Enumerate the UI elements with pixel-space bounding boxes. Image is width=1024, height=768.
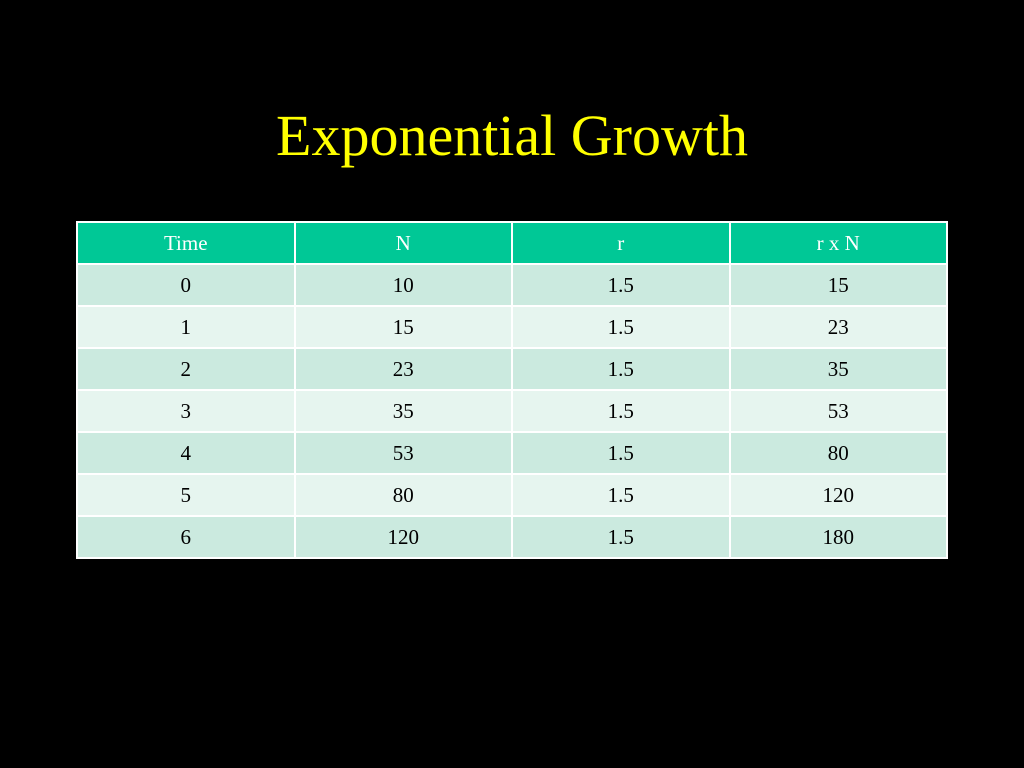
cell-time: 3 xyxy=(76,390,296,433)
header-row: Time N r r x N xyxy=(76,221,948,265)
table-header: Time N r r x N xyxy=(76,221,948,265)
cell-r: 1.5 xyxy=(512,348,731,391)
cell-time: 6 xyxy=(76,516,296,559)
cell-r-x-n: 23 xyxy=(729,306,948,349)
cell-r: 1.5 xyxy=(512,516,731,559)
cell-n: 120 xyxy=(294,516,513,559)
slide-title: Exponential Growth xyxy=(276,103,748,168)
table-row: 4 53 1.5 80 xyxy=(76,432,948,475)
cell-r-x-n: 35 xyxy=(729,348,948,391)
header-r: r xyxy=(512,221,731,265)
growth-table: Time N r r x N 0 10 1.5 15 1 15 1.5 23 2… xyxy=(76,221,948,559)
cell-r-x-n: 15 xyxy=(729,264,948,307)
cell-n: 80 xyxy=(294,474,513,517)
cell-time: 1 xyxy=(76,306,296,349)
cell-n: 53 xyxy=(294,432,513,475)
cell-r-x-n: 53 xyxy=(729,390,948,433)
header-time: Time xyxy=(76,221,296,265)
cell-n: 10 xyxy=(294,264,513,307)
cell-r: 1.5 xyxy=(512,474,731,517)
table-row: 0 10 1.5 15 xyxy=(76,264,948,307)
table-body: 0 10 1.5 15 1 15 1.5 23 2 23 1.5 35 3 35… xyxy=(76,264,948,559)
cell-time: 0 xyxy=(76,264,296,307)
cell-r-x-n: 180 xyxy=(729,516,948,559)
table-row: 3 35 1.5 53 xyxy=(76,390,948,433)
table-row: 1 15 1.5 23 xyxy=(76,306,948,349)
cell-r-x-n: 80 xyxy=(729,432,948,475)
table-row: 5 80 1.5 120 xyxy=(76,474,948,517)
cell-r: 1.5 xyxy=(512,432,731,475)
cell-r: 1.5 xyxy=(512,264,731,307)
cell-r: 1.5 xyxy=(512,390,731,433)
cell-n: 23 xyxy=(294,348,513,391)
header-r-x-n: r x N xyxy=(729,221,948,265)
table-row: 2 23 1.5 35 xyxy=(76,348,948,391)
cell-n: 15 xyxy=(294,306,513,349)
header-n: N xyxy=(294,221,513,265)
cell-r-x-n: 120 xyxy=(729,474,948,517)
cell-time: 4 xyxy=(76,432,296,475)
cell-time: 5 xyxy=(76,474,296,517)
table-row: 6 120 1.5 180 xyxy=(76,516,948,559)
cell-time: 2 xyxy=(76,348,296,391)
cell-n: 35 xyxy=(294,390,513,433)
cell-r: 1.5 xyxy=(512,306,731,349)
